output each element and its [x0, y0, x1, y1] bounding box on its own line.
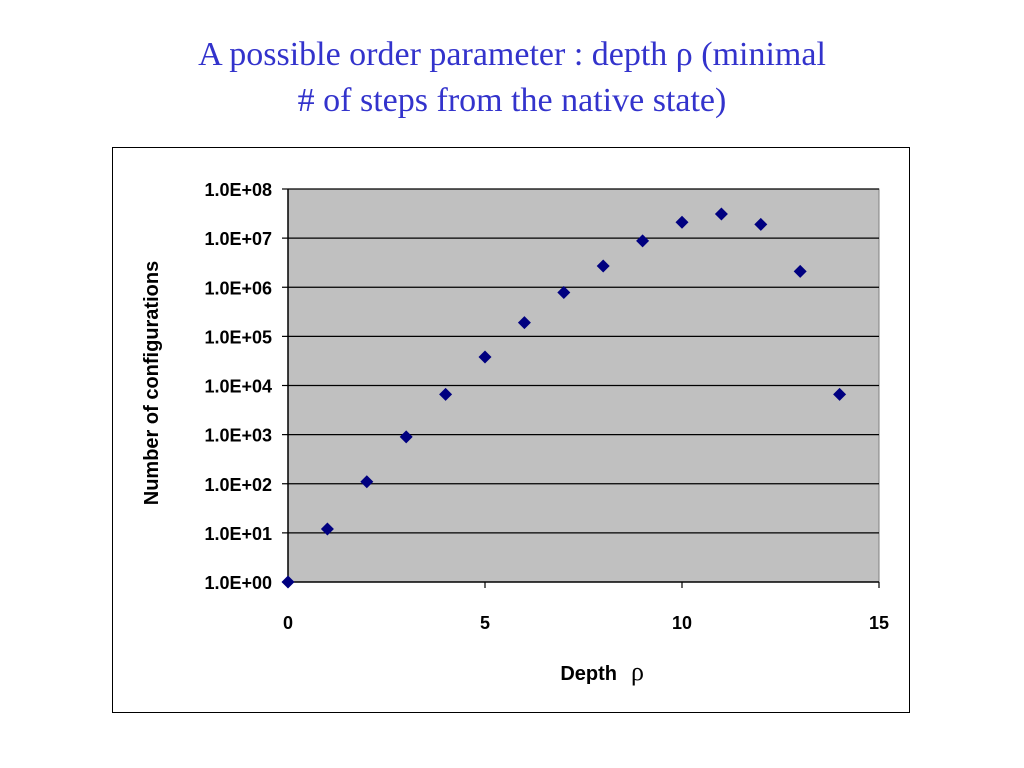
y-tick-label: 1.0E+05	[204, 327, 272, 347]
data-point	[754, 217, 768, 231]
data-point	[360, 475, 374, 489]
y-axis-ticks: 1.0E+00 1.0E+01 1.0E+02 1.0E+03 1.0E+04 1.0E+…	[204, 180, 288, 593]
data-point	[714, 207, 728, 221]
data-point	[320, 522, 334, 536]
x-tick-label: 0	[283, 613, 293, 633]
title-line-2: # of steps from the native state)	[297, 82, 727, 119]
slide-title: A possible order parameter : depth ρ (mi…	[40, 32, 984, 124]
title-line-1: A possible order parameter : depth ρ (mi…	[198, 36, 826, 73]
y-tick-label: 1.0E+00	[204, 573, 272, 593]
y-tick-label: 1.0E+06	[204, 278, 272, 298]
x-axis-title: Depth	[560, 663, 617, 685]
data-point	[596, 259, 610, 273]
x-tick-label: 5	[480, 613, 490, 633]
x-axis-title-symbol: ρ	[631, 657, 644, 686]
data-point	[399, 430, 413, 444]
data-point	[439, 387, 453, 401]
x-tick-label: 10	[672, 613, 692, 633]
y-tick-label: 1.0E+07	[204, 229, 272, 249]
data-point	[478, 350, 492, 364]
y-tick-label: 1.0E+01	[204, 524, 272, 544]
y-axis-title: Number of configurations	[141, 261, 163, 505]
y-tick-label: 1.0E+08	[204, 180, 272, 200]
gridlines	[288, 188, 879, 534]
data-point	[281, 575, 295, 589]
x-tick-label: 15	[869, 613, 889, 633]
y-tick-label: 1.0E+04	[204, 377, 272, 397]
data-point	[793, 264, 807, 278]
data-point	[517, 316, 531, 330]
data-point	[675, 215, 689, 229]
y-tick-label: 1.0E+03	[204, 426, 272, 446]
data-point	[833, 387, 847, 401]
data-point	[557, 286, 571, 300]
x-axis-ticks: 0 5 10 15	[283, 582, 889, 633]
data-point	[636, 234, 650, 248]
y-tick-label: 1.0E+02	[204, 475, 272, 495]
data-points	[281, 207, 847, 589]
